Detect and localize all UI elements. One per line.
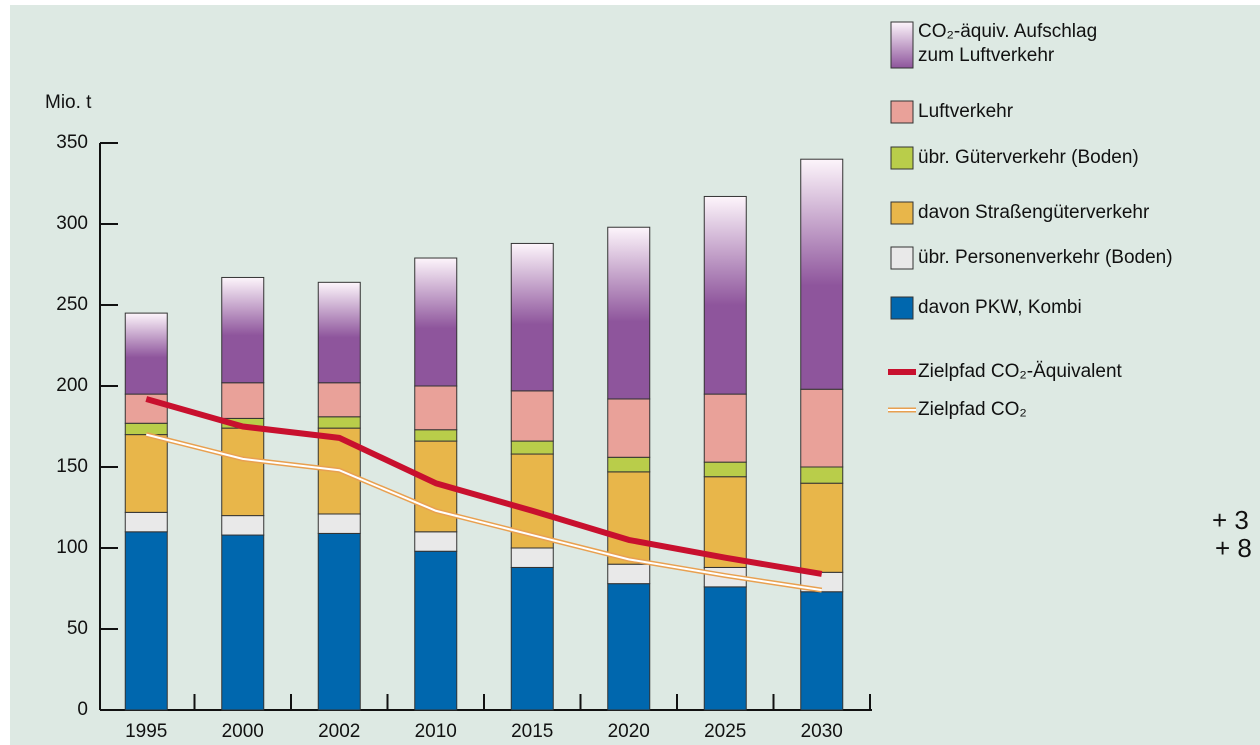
bar-segment — [607, 471, 651, 565]
legend-swatch — [890, 146, 914, 170]
legend-label: davon PKW, Kombi — [918, 297, 1082, 318]
bar-segment — [607, 456, 651, 473]
bar-segment — [607, 563, 651, 585]
bar-segment — [703, 461, 747, 478]
bar-segment — [414, 257, 458, 387]
y-tick-label: 350 — [56, 132, 88, 153]
annotation: + 8 — [1215, 533, 1252, 563]
bar-segment — [414, 531, 458, 552]
legend-label: Zielpfad CO₂ — [918, 399, 1027, 420]
bar-segment — [510, 242, 554, 392]
y-tick-label: 0 — [77, 699, 88, 720]
bar-segment — [800, 388, 844, 468]
y-tick-label: 300 — [56, 213, 88, 234]
bar-segment — [124, 312, 168, 395]
bar-segment — [800, 466, 844, 484]
legend-swatch — [890, 100, 914, 124]
y-tick-label: 50 — [67, 618, 88, 639]
bar-segment — [317, 513, 361, 534]
bar-segment — [607, 226, 651, 400]
x-tick-label: 2025 — [704, 721, 746, 742]
legend-label: Luftverkehr — [918, 101, 1014, 122]
y-tick-label: 100 — [56, 537, 88, 558]
bar-segment — [221, 276, 265, 384]
x-tick-label: 2000 — [222, 721, 264, 742]
bar-segment — [221, 534, 265, 711]
y-tick-label: 150 — [56, 456, 88, 477]
bar-segment — [703, 195, 747, 395]
x-tick-label: 2002 — [318, 721, 360, 742]
y-tick-label: 250 — [56, 294, 88, 315]
legend-label: übr. Güterverkehr (Boden) — [918, 147, 1139, 168]
bar-segment — [800, 482, 844, 573]
legend-label: davon Straßengüterverkehr — [918, 202, 1150, 223]
bar-segment — [124, 434, 168, 513]
bar-segment — [317, 382, 361, 418]
line-inner — [146, 433, 822, 592]
x-tick-label: 2030 — [801, 721, 843, 742]
bar-segment — [414, 429, 458, 442]
legend-label: übr. Personenverkehr (Boden) — [918, 247, 1173, 268]
bar-segment — [221, 515, 265, 536]
bar-segment — [703, 393, 747, 463]
bar-segment — [510, 440, 554, 455]
line — [145, 396, 823, 577]
legend-swatch — [890, 246, 914, 270]
bar-segment — [510, 566, 554, 711]
legend-swatch — [890, 21, 914, 69]
bar-segment — [510, 390, 554, 442]
bar-segment — [124, 531, 168, 711]
legend-swatch — [890, 296, 914, 320]
bar-segment — [221, 427, 265, 517]
bar-segment — [124, 393, 168, 424]
legend-label: Zielpfad CO₂-Äquivalent — [918, 361, 1122, 382]
bar-segment — [317, 281, 361, 384]
bar-segment — [221, 382, 265, 419]
bar-segment — [317, 416, 361, 429]
y-axis-label: Mio. t — [45, 92, 92, 113]
bar-segment — [317, 532, 361, 711]
bar-segment — [607, 583, 651, 711]
bar-segment — [703, 586, 747, 711]
bar-segment — [800, 591, 844, 711]
bar-segment — [124, 422, 168, 436]
bar-segment — [800, 158, 844, 390]
annotation: + 3 — [1212, 505, 1249, 535]
bar-segment — [414, 550, 458, 711]
bar-segment — [124, 511, 168, 533]
x-tick-label: 2010 — [415, 721, 457, 742]
x-tick-label: 2015 — [511, 721, 553, 742]
legend-swatch — [890, 201, 914, 225]
x-tick-label: 2020 — [608, 721, 650, 742]
bar-segment — [510, 547, 554, 568]
legend-label: CO₂-äquiv. Aufschlag zum Luftverkehr — [918, 21, 1098, 66]
y-tick-label: 200 — [56, 375, 88, 396]
bar-segment — [607, 398, 651, 458]
x-tick-label: 1995 — [125, 721, 167, 742]
bar-segment — [414, 385, 458, 431]
